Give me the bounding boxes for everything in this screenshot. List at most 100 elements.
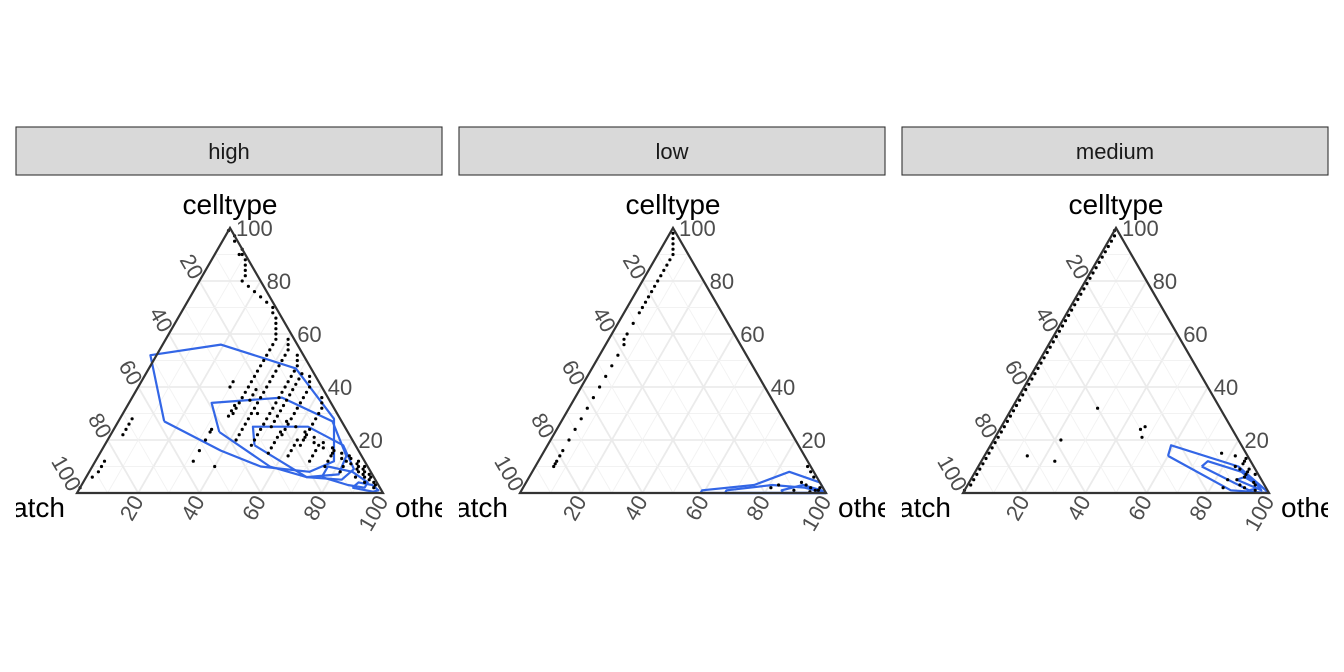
tick-label-right: 80 [741,491,775,525]
data-point [809,470,813,474]
data-point [286,348,290,352]
data-point [231,380,235,384]
data-point [1033,372,1037,376]
grid-line [657,254,796,494]
data-point [271,305,275,310]
data-point [996,435,1000,439]
data-point [1059,438,1063,442]
data-point [243,274,247,278]
data-point [289,417,293,421]
data-point [585,406,589,410]
data-point [314,417,318,421]
data-point [243,268,247,272]
data-point [650,290,654,294]
tick-label-top: 60 [297,322,321,347]
data-point [229,409,234,413]
facet-strip [15,126,443,176]
data-point [1025,454,1029,458]
grid-line [321,439,354,494]
tick-label-top: 20 [358,428,382,453]
data-point [806,464,810,469]
data-point [317,411,321,416]
data-point [1253,483,1257,487]
data-point [96,470,100,474]
data-point [265,353,269,357]
data-point [561,449,565,453]
data-point [286,337,290,341]
data-point [291,388,295,392]
tick-label-top: 40 [1214,375,1238,400]
data-point [1221,486,1225,490]
data-point [604,374,608,378]
data-point [340,456,344,461]
grid-line [137,386,201,494]
grid-line [106,439,139,494]
axis-title-left: batch [440,492,509,523]
data-point [274,332,278,336]
data-point [1027,382,1031,386]
data-point [292,369,296,373]
data-point [295,364,299,368]
tick-label-top: 80 [710,269,734,294]
data-point [1233,464,1237,469]
data-point [295,358,299,363]
data-point [283,385,287,389]
data-point [240,427,244,431]
data-point [1226,478,1230,482]
data-point [312,435,316,439]
tick-label-top: 20 [1244,428,1268,453]
data-point [777,483,781,487]
data-point [349,462,353,466]
data-point [369,475,373,479]
data-point [340,451,344,455]
data-point [304,390,309,394]
axis-title-top: celltype [1069,189,1164,220]
data-point [254,388,258,392]
data-point [246,417,250,421]
grid-line [795,466,812,494]
data-point [610,364,614,368]
data-point [297,377,301,381]
facet-strip [901,126,1329,176]
data-point [1018,398,1022,402]
data-point [268,380,272,384]
data-point [248,398,252,402]
data-point [555,459,559,463]
data-point [1220,451,1224,455]
data-point [286,380,290,384]
data-point [298,401,302,405]
data-point [292,411,296,416]
data-point [259,396,263,400]
data-point [274,316,278,320]
data-point [280,433,284,437]
data-point [271,374,275,378]
tick-label-right: 100 [353,491,393,535]
grid-line [1115,360,1193,494]
data-point [361,472,365,476]
data-point [553,462,557,466]
data-point [329,454,333,458]
data-point [1014,403,1019,408]
grid-line [122,413,170,494]
data-point [1011,409,1016,413]
data-point [332,449,336,453]
data-point [1112,234,1117,238]
data-point [1094,266,1098,270]
grid-line [580,386,644,494]
data-point [99,464,104,469]
data-point [233,239,237,243]
data-point [813,488,817,492]
data-point [990,446,994,450]
facet-strip-label: medium [1076,139,1154,164]
grid-line [259,386,323,494]
density-contour [210,396,348,479]
tick-label-top: 40 [328,375,352,400]
data-point [228,385,232,389]
data-point [984,456,988,461]
data-point [330,451,335,455]
tick-label-right: 20 [1001,491,1035,525]
data-point [622,343,626,347]
data-point [373,483,377,487]
data-point [301,438,305,442]
data-point [321,446,325,450]
